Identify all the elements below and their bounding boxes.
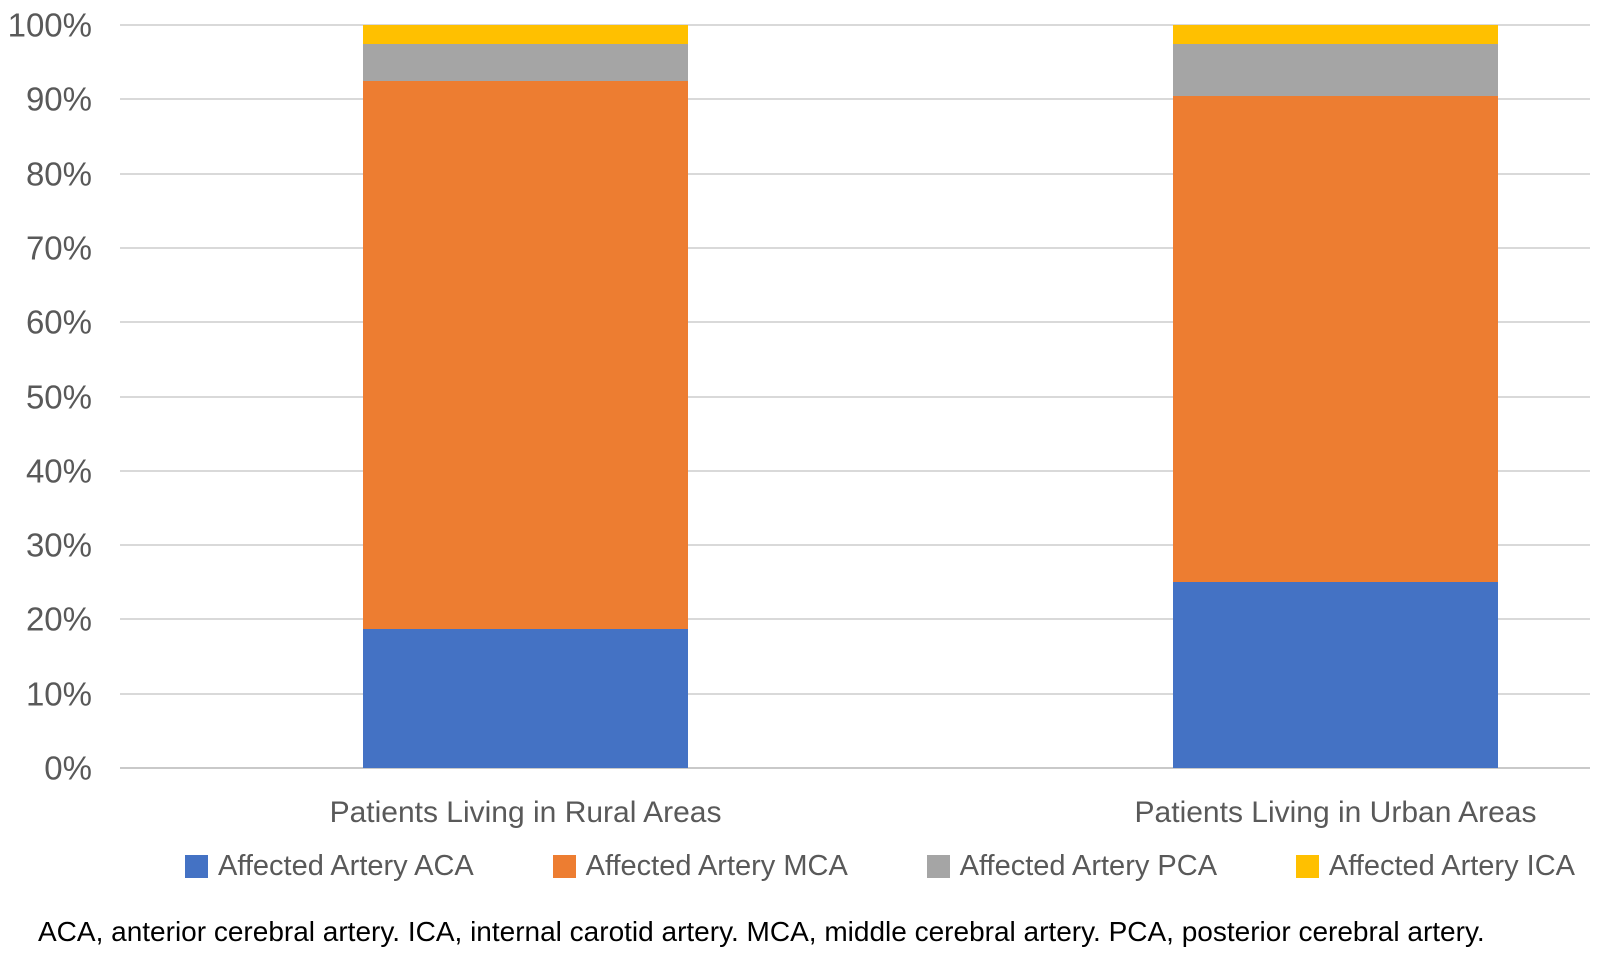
legend-label-affected-artery-pca: Affected Artery PCA [959, 850, 1218, 882]
gridline-30 [120, 544, 1590, 547]
gridline-70 [120, 246, 1590, 249]
gridline-20 [120, 618, 1590, 621]
legend-label-affected-artery-mca: Affected Artery MCA [585, 850, 848, 882]
y-axis-tick-label-80: 80% [25, 155, 92, 193]
legend-swatch-icon-affected-artery-pca [926, 855, 950, 878]
segment-affected-artery-aca-patients-living-in-urban-areas [1173, 582, 1498, 768]
plot-area [120, 24, 1590, 769]
y-axis-tick-label-0: 0% [44, 749, 92, 787]
segment-affected-artery-ica-patients-living-in-urban-areas [1173, 25, 1498, 44]
segment-affected-artery-ica-patients-living-in-rural-areas [363, 25, 688, 44]
bar-patients-living-in-urban-areas [1173, 25, 1498, 768]
segment-affected-artery-pca-patients-living-in-urban-areas [1173, 43, 1498, 96]
category-label-patients-living-in-rural-areas: Patients Living in Rural Areas [329, 796, 722, 829]
y-axis-tick-label-20: 20% [25, 600, 92, 638]
bar-patients-living-in-rural-areas [363, 25, 688, 768]
footnote: ACA, anterior cerebral artery. ICA, inte… [38, 916, 1485, 947]
segment-affected-artery-pca-patients-living-in-rural-areas [363, 43, 688, 82]
gridline-90 [120, 98, 1590, 101]
legend-item-affected-artery-ica: Affected Artery ICA [1295, 850, 1575, 883]
legend-item-affected-artery-mca: Affected Artery MCA [552, 850, 848, 883]
y-axis-tick-label-10: 10% [25, 675, 92, 713]
gridline-10 [120, 692, 1590, 695]
y-axis-tick-label-40: 40% [25, 452, 92, 490]
segment-affected-artery-aca-patients-living-in-rural-areas [363, 629, 688, 768]
gridline-80 [120, 172, 1590, 175]
legend-swatch-icon-affected-artery-aca [185, 855, 208, 878]
gridline-100 [120, 24, 1590, 26]
legend-label-affected-artery-aca: Affected Artery ACA [218, 850, 474, 882]
gridline-40 [120, 469, 1590, 472]
gridline-50 [120, 395, 1590, 398]
y-axis: 0% 10% 20% 30% 40% 50% 60% 70% 80% 90% 100% [0, 9, 92, 785]
gridline-60 [120, 321, 1590, 324]
y-axis-tick-label-90: 90% [25, 80, 92, 118]
legend: Affected Artery ACA Affected Artery MCA Af… [185, 850, 1575, 883]
legend-item-affected-artery-aca: Affected Artery ACA [185, 850, 474, 883]
segment-affected-artery-mca-patients-living-in-urban-areas [1173, 95, 1498, 583]
legend-swatch-icon-affected-artery-ica [1295, 855, 1319, 878]
legend-item-affected-artery-pca: Affected Artery PCA [926, 850, 1218, 883]
category-label-patients-living-in-urban-areas: Patients Living in Urban Areas [1134, 796, 1537, 829]
legend-label-affected-artery-ica: Affected Artery ICA [1328, 850, 1575, 882]
segment-affected-artery-mca-patients-living-in-rural-areas [363, 81, 688, 630]
gridline-0 [120, 767, 1590, 769]
y-axis-tick-label-100: 100% [7, 6, 92, 44]
y-axis-tick-label-60: 60% [25, 303, 92, 341]
y-axis-tick-label-30: 30% [25, 526, 92, 564]
y-axis-tick-label-70: 70% [25, 229, 92, 267]
legend-swatch-icon-affected-artery-mca [552, 855, 576, 878]
y-axis-tick-label-50: 50% [25, 378, 92, 415]
